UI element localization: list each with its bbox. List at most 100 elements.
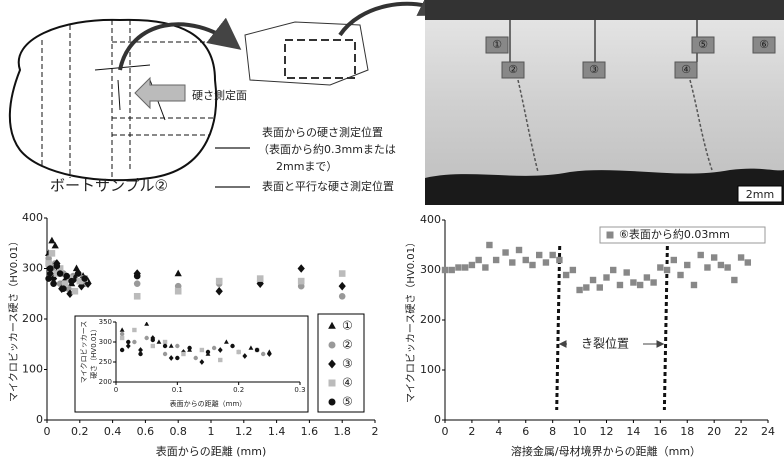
legend-label: ②: [342, 338, 353, 352]
point: [758, 357, 763, 363]
point: [610, 267, 616, 273]
point: [126, 340, 130, 344]
point: [451, 343, 456, 349]
x-axis-label: 表面からの距離 (mm): [156, 444, 267, 458]
x-tick-label: 1: [208, 425, 215, 438]
x-tick-label: 1.8: [333, 425, 351, 438]
point: [216, 278, 223, 285]
x-tick-label: 10: [573, 425, 587, 438]
point: [54, 263, 61, 270]
point: [671, 257, 677, 263]
point: [718, 262, 724, 268]
point: [339, 293, 346, 300]
point: [536, 252, 542, 258]
point: [72, 288, 79, 295]
point: [677, 272, 683, 278]
point: [298, 278, 305, 285]
y-tick-label: 100: [420, 363, 441, 376]
point: [704, 264, 710, 270]
point: [132, 328, 136, 332]
x-tick-label: 4: [495, 425, 502, 438]
point: [543, 259, 549, 265]
point: [691, 282, 697, 288]
point: [462, 264, 468, 270]
point: [451, 362, 455, 366]
point: [576, 287, 582, 293]
point: [329, 342, 336, 349]
point: [45, 275, 52, 282]
annotation: き裂位置: [581, 336, 629, 351]
x-tick-label: 16: [653, 425, 667, 438]
point: [451, 352, 455, 356]
point: [75, 270, 82, 277]
y-tick-label: 400: [22, 211, 43, 224]
x-tick-label: 24: [761, 425, 775, 438]
legend-label: ⑥表面から約0.03mm: [619, 227, 730, 241]
point: [181, 352, 185, 356]
point: [194, 356, 198, 360]
point: [81, 275, 88, 282]
legend-frame: [318, 314, 364, 412]
point: [134, 280, 141, 287]
y-tick-label: 300: [22, 262, 43, 275]
point: [68, 278, 75, 285]
inset-y-label: 硬さ（HV0.01）: [90, 325, 98, 379]
point: [63, 273, 70, 280]
x-tick-label: 0: [114, 386, 118, 394]
point: [120, 336, 124, 340]
diagram-label: 2mmまで）: [276, 160, 337, 173]
point: [339, 282, 346, 291]
point: [603, 274, 609, 280]
point: [549, 252, 555, 258]
y-tick-label: 100: [22, 363, 43, 376]
point: [657, 264, 663, 270]
y-tick-label: 300: [420, 263, 441, 276]
legend-label: ④: [342, 376, 353, 390]
point: [451, 346, 455, 350]
x-tick-label: 1.2: [235, 425, 253, 438]
x-tick-label: 18: [680, 425, 694, 438]
point: [698, 252, 704, 258]
point: [758, 352, 762, 356]
x-tick-label: 1.4: [268, 425, 286, 438]
point: [175, 288, 182, 295]
point: [48, 237, 55, 244]
point: [664, 267, 670, 273]
x-tick-label: 14: [626, 425, 640, 438]
x-tick-label: 12: [600, 425, 614, 438]
diagram-label: 硬さ測定面: [192, 88, 247, 102]
x-tick-label: 0.4: [104, 425, 122, 438]
point: [590, 277, 596, 283]
point: [120, 348, 124, 352]
scale-bar: 2mm: [746, 188, 774, 201]
x-tick-label: 0.2: [71, 425, 89, 438]
point: [516, 247, 522, 253]
point: [745, 259, 751, 265]
diagram-label: 表面と平行な硬さ測定位置: [262, 179, 394, 193]
point: [200, 348, 204, 352]
inset-y-label: マイクロビッカース: [79, 321, 88, 384]
position-label: ②: [508, 63, 518, 76]
x-tick-label: 0.8: [169, 425, 187, 438]
y-axis-label: マイクロビッカース硬さ（HV0.01）: [405, 237, 417, 403]
x-tick-label: 2: [468, 425, 475, 438]
point: [187, 346, 191, 350]
legend-label: ③: [342, 357, 353, 371]
point: [50, 280, 57, 287]
point: [597, 284, 603, 290]
sample-diagram: 硬さ測定面 表面からの硬さ測定位置 （表面から約0.3mmまたは 2mmまで） …: [10, 4, 445, 195]
point: [57, 270, 64, 277]
y-tick-label: 0: [36, 413, 43, 426]
x-tick-label: 8: [549, 425, 556, 438]
x-tick-label: 0: [44, 425, 51, 438]
point: [175, 356, 179, 360]
x-tick-label: 0.3: [294, 386, 305, 394]
point: [329, 399, 336, 406]
position-label: ④: [681, 63, 691, 76]
point: [529, 262, 535, 268]
point: [212, 346, 216, 350]
x-tick-label: 0: [442, 425, 449, 438]
point: [731, 277, 737, 283]
diagram-label: （表面から約0.3mmまたは: [258, 142, 396, 156]
point: [134, 273, 141, 280]
